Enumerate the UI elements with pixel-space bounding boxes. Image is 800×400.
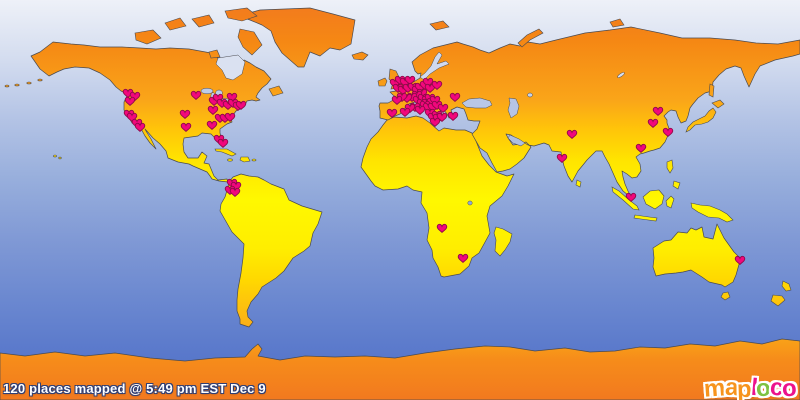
cuba [214, 148, 237, 157]
antarctica [0, 338, 800, 400]
black-sea [461, 97, 493, 109]
java [633, 214, 658, 222]
sri-lanka [575, 179, 582, 188]
southampton-island [208, 49, 221, 59]
baltic-sea [419, 51, 450, 81]
newfoundland [268, 85, 284, 97]
arctic-island-2 [164, 17, 187, 31]
arctic-island-1 [191, 14, 215, 28]
continent-eurasia [378, 26, 800, 198]
aleutian-island-1 [37, 78, 43, 82]
persian-gulf [507, 134, 526, 147]
new-zealand-north [781, 280, 792, 292]
japan-hokkaido [711, 99, 725, 109]
status-bar: 120 places mapped @ 5:49 pm EST Dec 9 [3, 381, 266, 396]
svalbard [429, 20, 450, 31]
lake-superior [200, 87, 214, 95]
severnaya-zemlya [609, 18, 625, 28]
borneo [642, 189, 665, 210]
lake-victoria [467, 200, 473, 206]
aleutian-island-2 [26, 81, 32, 85]
iceland [351, 51, 369, 61]
logo-letter: m [703, 374, 726, 400]
baffin-island [237, 28, 263, 56]
aleutian-island-3 [14, 83, 20, 87]
japan-honshu [685, 107, 717, 133]
sulawesi [665, 195, 675, 209]
maploco-logo[interactable]: maploco [703, 373, 797, 400]
victoria-island [134, 29, 162, 45]
madagascar [493, 226, 513, 257]
continent-south-america [219, 173, 323, 328]
aleutian-island-4 [4, 84, 10, 88]
hawaii-2 [58, 156, 62, 160]
novaya-zemlya [517, 28, 544, 48]
puerto-rico [251, 158, 257, 162]
aral-sea [527, 92, 533, 98]
new-guinea [690, 202, 734, 223]
greenland [237, 7, 356, 68]
hispaniola [239, 156, 251, 163]
hudson-bay [215, 54, 246, 81]
continent-africa [360, 115, 515, 278]
new-zealand-south [770, 294, 786, 307]
philippines-mindanao [672, 180, 681, 190]
ellesmere-island [224, 7, 258, 22]
lake-baikal [617, 72, 625, 78]
logo-letter: o [781, 374, 797, 400]
caspian-sea [507, 97, 520, 119]
philippines-luzon [666, 159, 674, 174]
tasmania [720, 291, 731, 301]
inland-seas-and-lakes [200, 51, 625, 206]
logo-letter: p [736, 375, 752, 400]
ireland [377, 77, 388, 87]
jamaica [227, 158, 233, 162]
sakhalin [708, 83, 715, 98]
hawaii-1 [53, 154, 57, 158]
sumatra [611, 186, 640, 211]
